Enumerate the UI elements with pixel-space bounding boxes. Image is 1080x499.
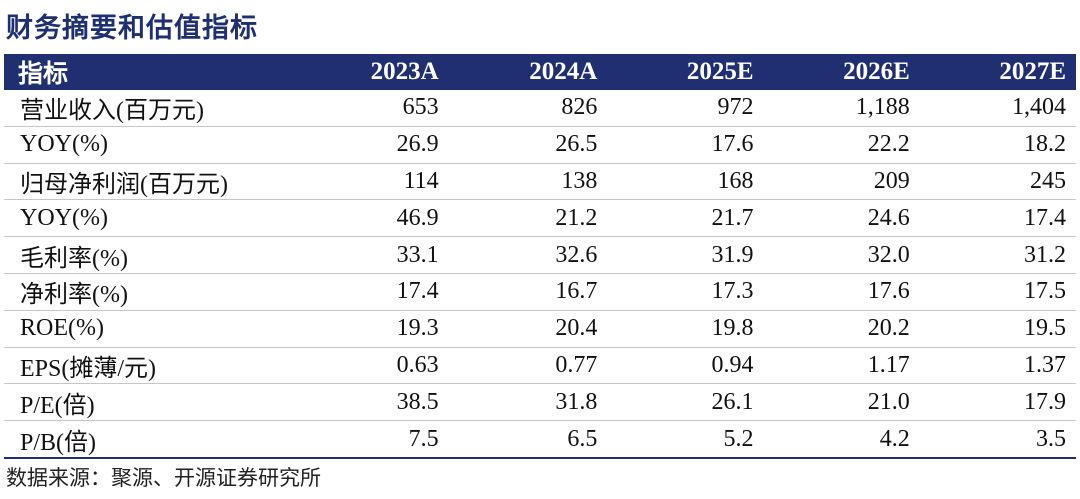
table-body: 营业收入(百万元) 653 826 972 1,188 1,404 YOY(%) 26.9 26… xyxy=(4,90,1076,459)
row-value: 7.5 xyxy=(290,420,449,459)
row-label: P/E(倍) xyxy=(4,383,290,422)
row-value: 32.0 xyxy=(763,236,920,274)
table-header-row: 指标 2023A 2024A 2025E 2026E 2027E xyxy=(4,54,1076,90)
row-label: EPS(摊薄/元) xyxy=(4,347,290,385)
row-value: 17.4 xyxy=(919,199,1076,238)
row-value: 31.8 xyxy=(448,383,608,422)
row-label: YOY(%) xyxy=(4,199,290,238)
row-value: 245 xyxy=(919,163,1076,201)
row-value: 972 xyxy=(607,90,764,127)
row-value: 5.2 xyxy=(607,420,764,459)
header-year: 2024A xyxy=(448,54,608,90)
row-value: 209 xyxy=(763,163,920,201)
row-value: 1,404 xyxy=(919,90,1076,127)
row-value: 17.3 xyxy=(607,273,764,311)
table-row: 营业收入(百万元) 653 826 972 1,188 1,404 xyxy=(4,90,1076,127)
header-year: 2027E xyxy=(919,54,1076,90)
row-value: 114 xyxy=(290,163,449,201)
row-label: 营业收入(百万元) xyxy=(4,90,290,127)
row-label: YOY(%) xyxy=(4,126,290,164)
row-value: 33.1 xyxy=(290,236,449,274)
row-value: 6.5 xyxy=(448,420,608,459)
table-row: 归母净利润(百万元) 114 138 168 209 245 xyxy=(4,163,1076,201)
row-value: 1.17 xyxy=(763,347,920,385)
row-label: P/B(倍) xyxy=(4,420,290,459)
row-value: 21.7 xyxy=(607,199,764,238)
row-label: 净利率(%) xyxy=(4,273,290,311)
table-row: EPS(摊薄/元) 0.63 0.77 0.94 1.17 1.37 xyxy=(4,347,1076,385)
table-title: 财务摘要和估值指标 xyxy=(6,13,258,44)
row-value: 21.2 xyxy=(448,199,608,238)
row-value: 31.2 xyxy=(919,236,1076,274)
row-value: 21.0 xyxy=(763,383,920,422)
row-value: 17.4 xyxy=(290,273,449,311)
table-row: P/B(倍) 7.5 6.5 5.2 4.2 3.5 xyxy=(4,420,1076,459)
row-value: 1,188 xyxy=(763,90,920,127)
row-value: 0.94 xyxy=(607,347,764,385)
row-value: 32.6 xyxy=(448,236,608,274)
row-value: 653 xyxy=(290,90,449,127)
row-label: 毛利率(%) xyxy=(4,236,290,274)
header-year: 2025E xyxy=(607,54,764,90)
row-value: 26.5 xyxy=(448,126,608,164)
row-value: 24.6 xyxy=(763,199,920,238)
table-row: P/E(倍) 38.5 31.8 26.1 21.0 17.9 xyxy=(4,383,1076,422)
row-value: 17.9 xyxy=(919,383,1076,422)
row-label: 归母净利润(百万元) xyxy=(4,163,290,201)
row-value: 46.9 xyxy=(290,199,449,238)
row-value: 3.5 xyxy=(919,420,1076,459)
row-value: 17.6 xyxy=(763,273,920,311)
table-row: 净利率(%) 17.4 16.7 17.3 17.6 17.5 xyxy=(4,273,1076,311)
table-row: 毛利率(%) 33.1 32.6 31.9 32.0 31.2 xyxy=(4,236,1076,274)
row-value: 26.1 xyxy=(607,383,764,422)
row-value: 0.77 xyxy=(448,347,608,385)
row-value: 16.7 xyxy=(448,273,608,311)
row-value: 0.63 xyxy=(290,347,449,385)
row-value: 19.8 xyxy=(607,310,764,348)
financial-summary-table: 指标 2023A 2024A 2025E 2026E 2027E 营业收入(百万… xyxy=(4,54,1076,459)
row-value: 26.9 xyxy=(290,126,449,164)
row-value: 17.6 xyxy=(607,126,764,164)
row-value: 22.2 xyxy=(763,126,920,164)
row-value: 18.2 xyxy=(919,126,1076,164)
table-row: ROE(%) 19.3 20.4 19.8 20.2 19.5 xyxy=(4,310,1076,348)
row-value: 1.37 xyxy=(919,347,1076,385)
row-value: 20.2 xyxy=(763,310,920,348)
row-value: 19.3 xyxy=(290,310,449,348)
row-value: 4.2 xyxy=(763,420,920,459)
header-indicator: 指标 xyxy=(4,54,290,90)
table-row: YOY(%) 46.9 21.2 21.7 24.6 17.4 xyxy=(4,199,1076,238)
data-source-note: 数据来源：聚源、开源证券研究所 xyxy=(6,466,321,490)
row-value: 19.5 xyxy=(919,310,1076,348)
row-value: 138 xyxy=(448,163,608,201)
row-value: 20.4 xyxy=(448,310,608,348)
row-value: 826 xyxy=(448,90,608,127)
row-value: 17.5 xyxy=(919,273,1076,311)
row-value: 31.9 xyxy=(607,236,764,274)
table-row: YOY(%) 26.9 26.5 17.6 22.2 18.2 xyxy=(4,126,1076,164)
header-year: 2023A xyxy=(290,54,449,90)
row-label: ROE(%) xyxy=(4,310,290,348)
header-year: 2026E xyxy=(763,54,920,90)
row-value: 38.5 xyxy=(290,383,449,422)
row-value: 168 xyxy=(607,163,764,201)
